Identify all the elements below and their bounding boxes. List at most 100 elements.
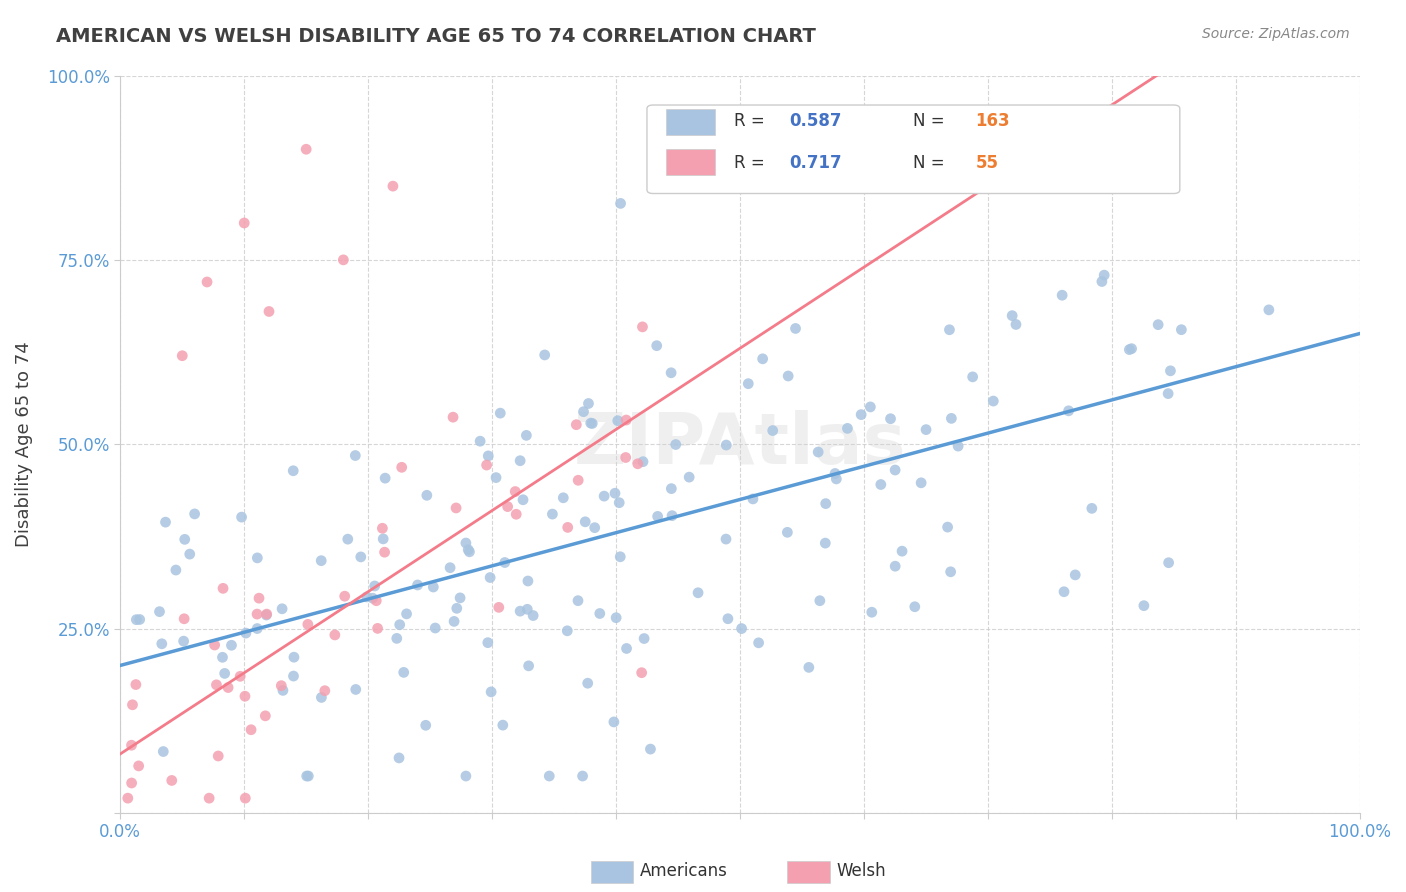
Point bbox=[173, 612, 195, 626]
Point bbox=[824, 467, 846, 481]
Point bbox=[205, 678, 228, 692]
Point bbox=[356, 590, 378, 604]
Point bbox=[363, 579, 385, 593]
Point bbox=[297, 617, 319, 632]
Point bbox=[860, 605, 883, 619]
Point bbox=[333, 589, 356, 603]
Point bbox=[517, 658, 540, 673]
Point bbox=[172, 349, 194, 363]
Point bbox=[229, 669, 252, 683]
Point bbox=[441, 410, 464, 425]
Point bbox=[295, 769, 318, 783]
Point bbox=[148, 605, 170, 619]
Point bbox=[477, 635, 499, 649]
Point bbox=[494, 556, 516, 570]
Point bbox=[946, 439, 969, 453]
Point bbox=[941, 411, 963, 425]
Point bbox=[496, 500, 519, 514]
Point bbox=[477, 449, 499, 463]
Point bbox=[553, 491, 575, 505]
Point bbox=[1157, 386, 1180, 401]
Point bbox=[748, 636, 770, 650]
Point bbox=[647, 509, 669, 524]
Point bbox=[884, 463, 907, 477]
Point bbox=[607, 496, 630, 510]
Point bbox=[730, 622, 752, 636]
Point bbox=[915, 423, 938, 437]
Point bbox=[633, 632, 655, 646]
Point bbox=[457, 542, 479, 557]
Point bbox=[233, 689, 256, 703]
Point bbox=[742, 491, 765, 506]
Point bbox=[614, 450, 637, 465]
Point bbox=[837, 421, 859, 435]
Point bbox=[814, 497, 837, 511]
Point bbox=[1121, 342, 1143, 356]
Text: AMERICAN VS WELSH DISABILITY AGE 65 TO 74 CORRELATION CHART: AMERICAN VS WELSH DISABILITY AGE 65 TO 7… bbox=[56, 27, 815, 45]
Text: Welsh: Welsh bbox=[837, 863, 886, 880]
Point bbox=[454, 536, 477, 550]
Point bbox=[155, 515, 177, 529]
Y-axis label: Disability Age 65 to 74: Disability Age 65 to 74 bbox=[15, 342, 32, 547]
Point bbox=[938, 323, 960, 337]
Point bbox=[121, 698, 143, 712]
Point bbox=[344, 682, 367, 697]
Text: R =: R = bbox=[734, 112, 769, 130]
Point bbox=[557, 520, 579, 534]
Point bbox=[555, 624, 578, 638]
Point bbox=[283, 464, 305, 478]
Point bbox=[512, 492, 534, 507]
Point bbox=[581, 417, 603, 431]
Point bbox=[425, 621, 447, 635]
Point bbox=[567, 473, 589, 487]
Text: 163: 163 bbox=[976, 112, 1010, 130]
Point bbox=[350, 549, 373, 564]
Point bbox=[479, 685, 502, 699]
Point bbox=[659, 366, 682, 380]
Point bbox=[863, 144, 886, 158]
Point bbox=[762, 424, 785, 438]
Point bbox=[117, 791, 139, 805]
Point bbox=[221, 638, 243, 652]
Point bbox=[686, 586, 709, 600]
Point bbox=[485, 470, 508, 484]
Point bbox=[859, 400, 882, 414]
Point bbox=[716, 438, 738, 452]
Point bbox=[1257, 302, 1279, 317]
Point bbox=[1081, 501, 1104, 516]
Point bbox=[367, 621, 389, 635]
Point bbox=[449, 591, 471, 605]
Point bbox=[503, 484, 526, 499]
Point bbox=[344, 449, 367, 463]
Point bbox=[371, 521, 394, 535]
Point bbox=[458, 545, 481, 559]
Point bbox=[571, 769, 593, 783]
Point bbox=[415, 718, 437, 732]
Bar bbox=[665, 149, 716, 175]
Point bbox=[939, 565, 962, 579]
Point bbox=[603, 714, 626, 729]
Point bbox=[1050, 288, 1073, 302]
Point bbox=[391, 460, 413, 475]
Point bbox=[631, 455, 654, 469]
Point bbox=[271, 683, 294, 698]
Point bbox=[603, 486, 626, 500]
Point bbox=[443, 615, 465, 629]
Point bbox=[538, 769, 561, 783]
Point bbox=[323, 628, 346, 642]
Point bbox=[311, 690, 333, 705]
Point bbox=[479, 570, 502, 584]
Point bbox=[314, 683, 336, 698]
Point bbox=[936, 520, 959, 534]
Point bbox=[1057, 404, 1080, 418]
Point bbox=[336, 532, 359, 546]
FancyBboxPatch shape bbox=[647, 105, 1180, 194]
Point bbox=[714, 532, 737, 546]
Text: ZIPAtlas: ZIPAtlas bbox=[574, 409, 907, 479]
Point bbox=[214, 666, 236, 681]
Point bbox=[233, 791, 256, 805]
Point bbox=[785, 321, 807, 335]
Point bbox=[366, 593, 388, 607]
Point bbox=[665, 437, 688, 451]
Point bbox=[309, 554, 332, 568]
